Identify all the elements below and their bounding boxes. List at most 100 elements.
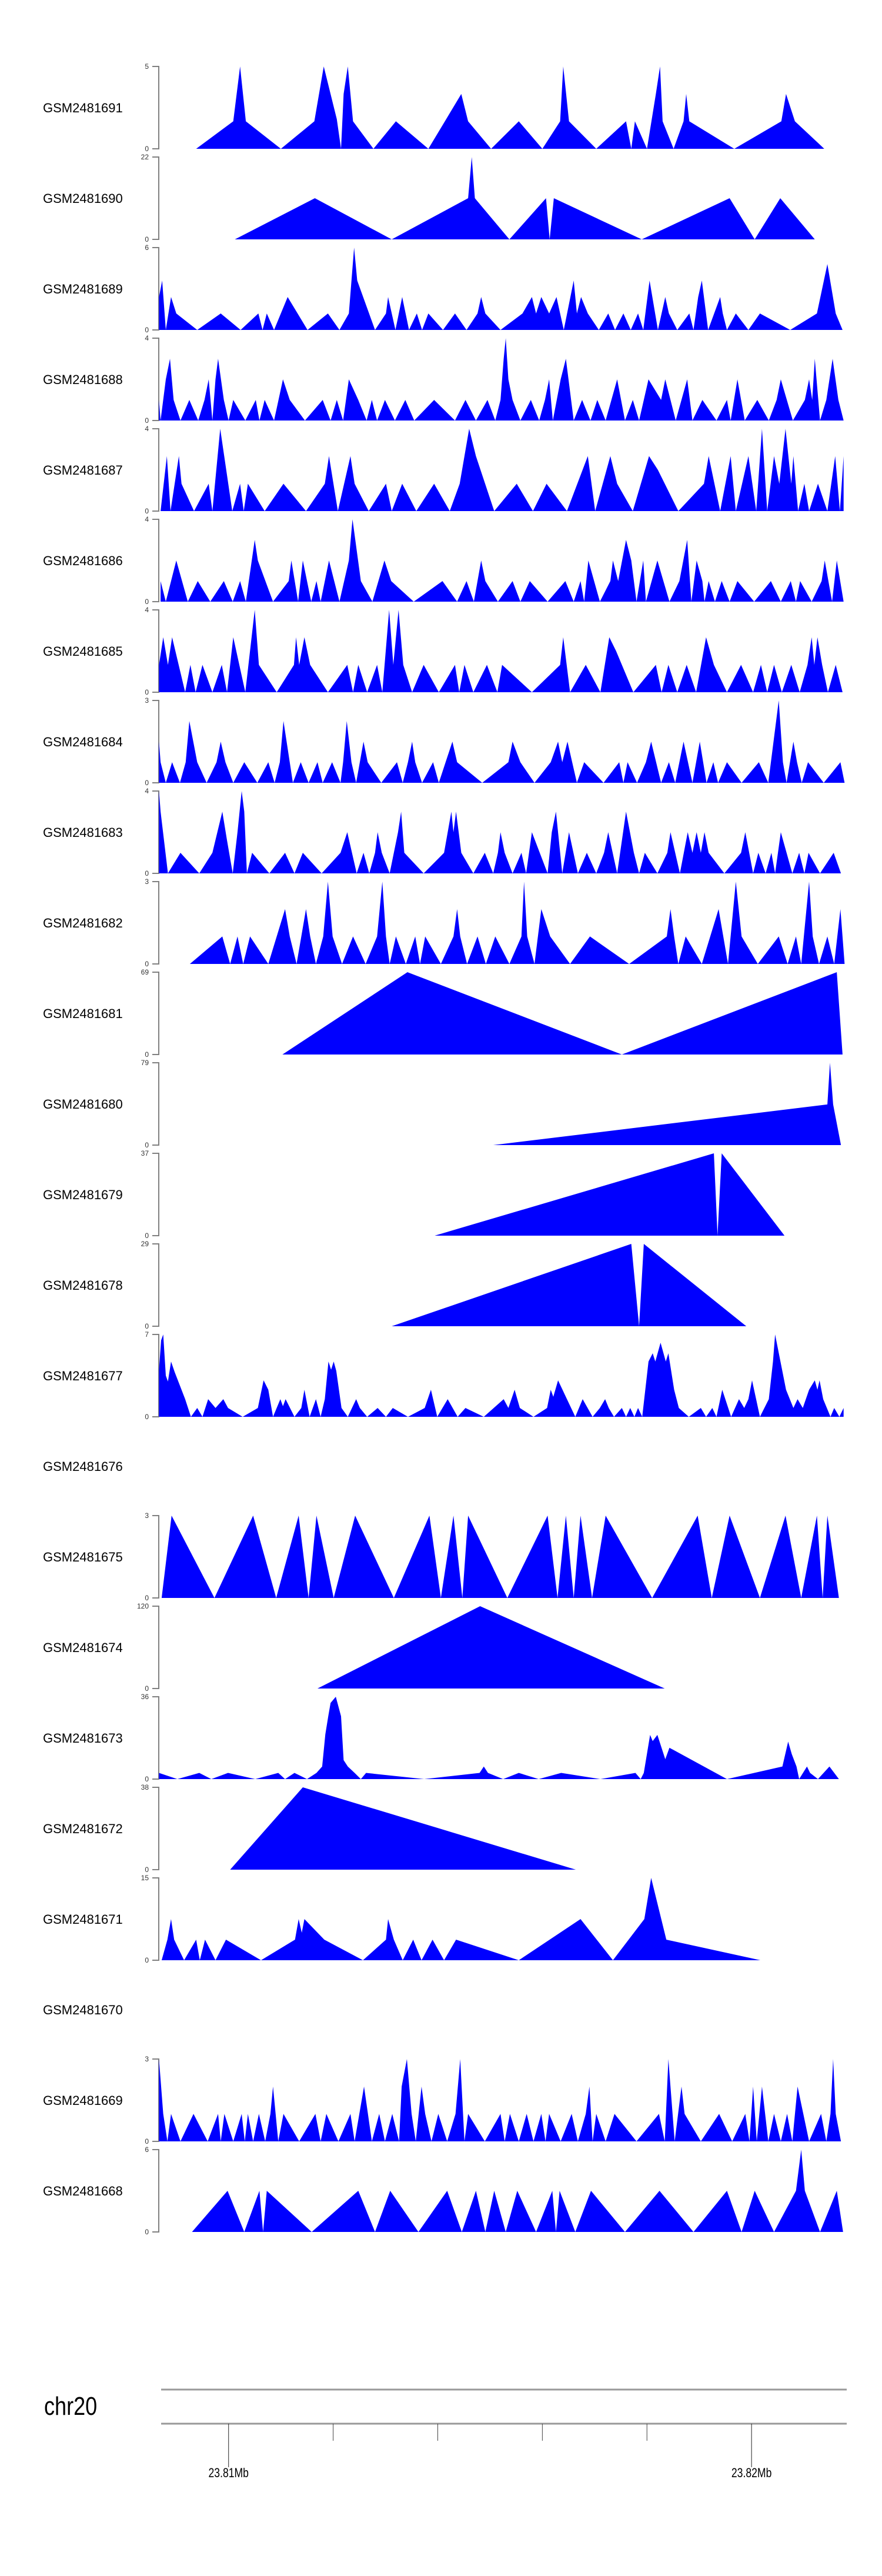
track-label: GSM2481678 (43, 1278, 123, 1293)
track-GSM2481673: GSM2481673 36 0 (43, 1693, 839, 1783)
track-label: GSM2481670 (43, 2003, 123, 2017)
y-axis (152, 1787, 159, 1870)
chromosome-label: chr20 (44, 2392, 97, 2421)
y-axis-max-label: 15 (141, 1874, 149, 1882)
track-GSM2481684: GSM2481684 3 0 (43, 696, 845, 787)
y-axis-max-label: 4 (145, 606, 149, 614)
coverage-area (159, 338, 844, 421)
y-axis-max-label: 37 (141, 1149, 149, 1157)
y-axis-min-label: 0 (145, 869, 149, 877)
track-GSM2481688: GSM2481688 4 0 (43, 334, 844, 425)
y-axis (152, 428, 159, 512)
track-GSM2481690: GSM2481690 22 0 (43, 153, 815, 243)
coverage-area (159, 1334, 844, 1417)
y-axis-min-label: 0 (145, 1232, 149, 1240)
y-axis-min-label: 0 (145, 2137, 149, 2145)
y-axis-max-label: 6 (145, 2145, 149, 2154)
track-GSM2481669: GSM2481669 3 0 (43, 2055, 841, 2145)
coverage-area (192, 2150, 843, 2232)
y-axis (152, 972, 159, 1055)
y-axis-max-label: 4 (145, 787, 149, 795)
coverage-area (159, 791, 841, 873)
track-GSM2481686: GSM2481686 4 0 (43, 515, 844, 606)
y-axis-min-label: 0 (145, 326, 149, 334)
coverage-area (493, 1063, 841, 1145)
y-axis-max-label: 79 (141, 1059, 149, 1067)
coverage-area (161, 1878, 761, 1960)
y-axis-min-label: 0 (145, 1956, 149, 1964)
track-GSM2481678: GSM2481678 29 0 (43, 1240, 747, 1330)
track-GSM2481685: GSM2481685 4 0 (43, 606, 843, 696)
track-label: GSM2481676 (43, 1459, 123, 1474)
coverage-area (230, 1787, 576, 1870)
track-label: GSM2481681 (43, 1006, 123, 1021)
track-label: GSM2481685 (43, 644, 123, 659)
y-axis-min-label: 0 (145, 2228, 149, 2236)
track-GSM2481680: GSM2481680 79 0 (43, 1059, 841, 1149)
track-label: GSM2481668 (43, 2184, 123, 2198)
track-label: GSM2481675 (43, 1550, 123, 1564)
track-label: GSM2481672 (43, 1821, 123, 1836)
y-axis-min-label: 0 (145, 1050, 149, 1059)
track-GSM2481675: GSM2481675 3 0 (43, 1511, 839, 1602)
track-GSM2481682: GSM2481682 3 0 (43, 877, 845, 968)
y-axis (152, 519, 159, 602)
y-axis-max-label: 3 (145, 2055, 149, 2063)
track-GSM2481671: GSM2481671 15 0 (43, 1874, 761, 1964)
y-axis (152, 1153, 159, 1236)
y-axis-min-label: 0 (145, 779, 149, 787)
y-axis-min-label: 0 (145, 1141, 149, 1149)
track-label: GSM2481688 (43, 372, 123, 387)
y-axis-max-label: 120 (137, 1602, 149, 1610)
coverage-area (159, 610, 843, 692)
track-GSM2481679: GSM2481679 37 0 (43, 1149, 785, 1240)
track-GSM2481676: GSM2481676 (43, 1459, 123, 1474)
coverage-area (189, 882, 845, 964)
track-GSM2481672: GSM2481672 38 0 (43, 1783, 576, 1874)
y-axis-min-label: 0 (145, 145, 149, 153)
y-axis-max-label: 7 (145, 1330, 149, 1339)
y-axis-max-label: 69 (141, 968, 149, 976)
y-axis (152, 247, 159, 331)
genome-tick-label: 23.81Mb (209, 2466, 249, 2480)
y-axis-max-label: 6 (145, 243, 149, 252)
y-axis (152, 1606, 159, 1689)
coverage-area (235, 157, 815, 239)
track-label: GSM2481673 (43, 1731, 123, 1746)
y-axis-max-label: 4 (145, 515, 149, 523)
y-axis-min-label: 0 (145, 1684, 149, 1693)
y-axis (152, 1877, 159, 1961)
track-GSM2481683: GSM2481683 4 0 (43, 787, 841, 877)
y-axis (152, 1062, 159, 1146)
y-axis (152, 2058, 159, 2142)
y-axis (152, 1243, 159, 1327)
y-axis-min-label: 0 (145, 1866, 149, 1874)
y-axis-max-label: 4 (145, 334, 149, 342)
y-axis-max-label: 36 (141, 1693, 149, 1701)
data-tracks: GSM248169150GSM2481690220GSM248168960GSM… (43, 62, 845, 2236)
track-label: GSM2481686 (43, 553, 123, 568)
y-axis (152, 1334, 159, 1417)
y-axis (152, 1515, 159, 1599)
track-label: GSM2481677 (43, 1369, 123, 1383)
y-axis-min-label: 0 (145, 416, 149, 425)
y-axis-max-label: 3 (145, 696, 149, 705)
track-GSM2481668: GSM2481668 6 0 (43, 2145, 843, 2236)
y-axis-min-label: 0 (145, 1322, 149, 1330)
track-GSM2481670: GSM2481670 (43, 2003, 123, 2017)
y-axis-min-label: 0 (145, 1594, 149, 1602)
coverage-area (392, 1244, 747, 1326)
y-axis-min-label: 0 (145, 1413, 149, 1421)
track-label: GSM2481683 (43, 825, 123, 840)
y-axis (152, 881, 159, 965)
y-axis-min-label: 0 (145, 960, 149, 968)
y-axis (152, 609, 159, 693)
track-label: GSM2481671 (43, 1912, 123, 1927)
track-GSM2481689: GSM2481689 6 0 (43, 243, 843, 334)
track-label: GSM2481679 (43, 1187, 123, 1202)
coverage-area (196, 66, 824, 149)
y-axis (152, 2149, 159, 2233)
track-GSM2481687: GSM2481687 4 0 (43, 425, 844, 515)
coverage-area (159, 248, 843, 330)
y-axis-min-label: 0 (145, 688, 149, 696)
